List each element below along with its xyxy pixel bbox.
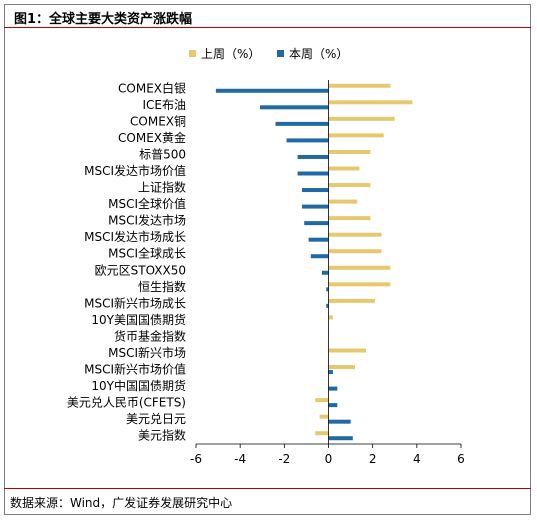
bar-curr-1 [260,105,329,110]
x-tick-label-3: 0 [325,452,333,466]
bar-prev-12 [328,282,391,287]
bar-curr-21 [328,436,353,441]
category-label-20: 美元兑日元 [126,412,186,426]
bar-curr-10 [310,254,329,259]
bar-prev-5 [328,166,360,171]
chart-frame [4,4,531,515]
x-tick-label-2: -2 [278,452,290,466]
bar-curr-18 [328,386,338,391]
bar-prev-3 [328,133,384,138]
bar-curr-0 [215,88,329,93]
category-label-2: COMEX铜 [130,113,186,128]
bar-prev-9 [328,232,382,237]
bar-prev-21 [315,431,329,436]
category-label-14: 10Y美国国债期货 [91,312,186,327]
data-source: 数据来源：Wind，广发证券发展研究中心 [10,496,233,510]
category-label-7: MSCI全球价值 [108,196,186,211]
bar-prev-16 [328,348,367,353]
x-tick-label-0: -6 [190,452,202,466]
bar-curr-9 [308,237,329,242]
category-label-5: MSCI发达市场价值 [84,163,186,178]
x-axis: -6 -4 -2 0 2 4 6 [190,80,465,466]
category-label-15: 货币基金指数 [114,328,186,343]
bar-prev-10 [328,249,382,254]
bar-curr-4 [297,154,329,159]
current-week-bars [215,88,353,441]
bar-curr-13 [326,303,329,308]
category-label-16: MSCI新兴市场 [108,345,186,360]
bar-prev-7 [328,199,358,204]
bar-curr-11 [321,270,329,275]
category-label-19: 美元兑人民币(CFETS) [67,396,186,410]
bar-prev-2 [328,116,395,121]
bar-curr-20 [328,419,351,424]
category-label-10: MSCI全球成长 [108,246,186,261]
bar-curr-12 [326,287,329,292]
bar-prev-19 [315,398,329,403]
legend-swatch-0 [189,50,196,57]
category-label-8: MSCI发达市场 [108,213,186,228]
category-label-13: MSCI新兴市场成长 [84,295,186,310]
bar-prev-8 [328,216,371,221]
category-label-4: 标普500 [139,147,186,161]
bar-prev-13 [328,298,375,303]
category-label-3: COMEX黄金 [118,130,186,145]
legend-label-0: 上周（%） [201,47,260,61]
bar-prev-1 [328,100,413,105]
category-label-11: 欧元区STOXX50 [95,263,186,277]
bar-curr-3 [286,138,329,143]
x-tick-label-5: 4 [413,452,421,466]
category-label-9: MSCI发达市场成长 [84,229,186,244]
x-tick-label-4: 2 [369,452,377,466]
chart-legend: 上周（%） 本周（%） [189,47,348,61]
bar-prev-6 [328,183,371,188]
bar-prev-14 [328,315,333,320]
bar-curr-5 [297,171,329,176]
category-label-17: MSCI新兴市场价值 [84,362,186,377]
bar-curr-17 [328,370,333,375]
legend-label-1: 本周（%） [289,47,348,61]
category-label-1: ICE布油 [142,98,186,112]
chart-title: 图1：全球主要大类资产涨跌幅 [14,12,193,27]
title-bar: 图1：全球主要大类资产涨跌幅 [4,4,531,28]
bar-curr-8 [304,221,329,226]
x-tick-label-1: -4 [234,452,246,466]
bar-prev-4 [328,149,371,154]
bar-prev-11 [328,265,391,270]
footer-divider [4,488,531,489]
x-tick-label-6: 6 [457,452,465,466]
legend-swatch-1 [277,50,284,57]
category-label-6: 上证指数 [138,180,186,195]
category-label-0: COMEX白银 [118,80,186,95]
bar-prev-20 [319,414,329,419]
bar-curr-7 [302,204,329,209]
bar-curr-19 [328,403,338,408]
bar-curr-6 [302,188,329,193]
category-label-21: 美元指数 [138,428,186,443]
bar-prev-0 [328,83,391,88]
previous-week-bars [315,83,413,436]
category-label-12: 恒生指数 [138,279,186,294]
bar-prev-17 [328,365,355,370]
bar-curr-2 [275,121,329,126]
category-label-18: 10Y中国国债期货 [91,378,186,393]
